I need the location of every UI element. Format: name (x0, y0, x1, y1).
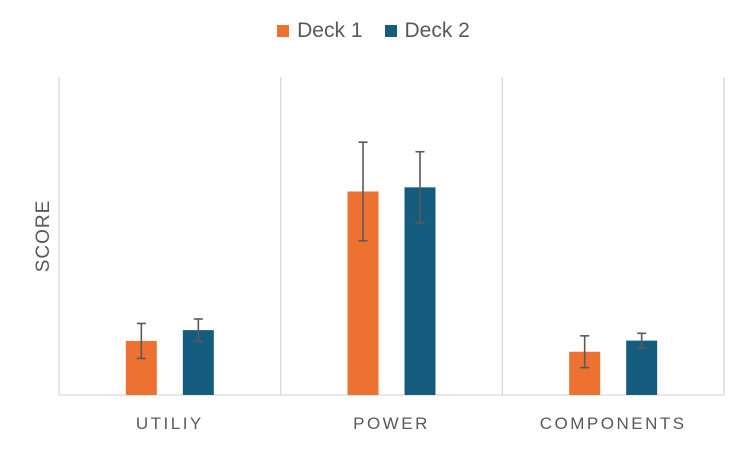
legend-item-deck-1: Deck 1 (277, 19, 363, 43)
x-tick-label: POWER (353, 414, 430, 433)
y-axis-title: SCORE (33, 200, 54, 273)
legend-swatch-deck-1 (277, 25, 290, 37)
legend-item-deck-2: Deck 2 (384, 19, 470, 43)
error-bar (637, 332, 647, 349)
bar-deck-2-components (626, 340, 658, 395)
error-bar (193, 318, 203, 343)
x-tick-label: COMPONENTS (540, 414, 687, 433)
legend-label-deck-1: Deck 1 (297, 19, 363, 42)
error-bar (415, 150, 425, 224)
error-bar (136, 322, 146, 360)
legend-swatch-deck-2 (384, 25, 397, 37)
x-tick-label: UTILIY (136, 414, 204, 433)
legend: Deck 1 Deck 2 (0, 19, 747, 43)
legend-label-deck-2: Deck 2 (404, 19, 470, 42)
error-bar (358, 141, 368, 242)
error-bar (580, 335, 590, 369)
